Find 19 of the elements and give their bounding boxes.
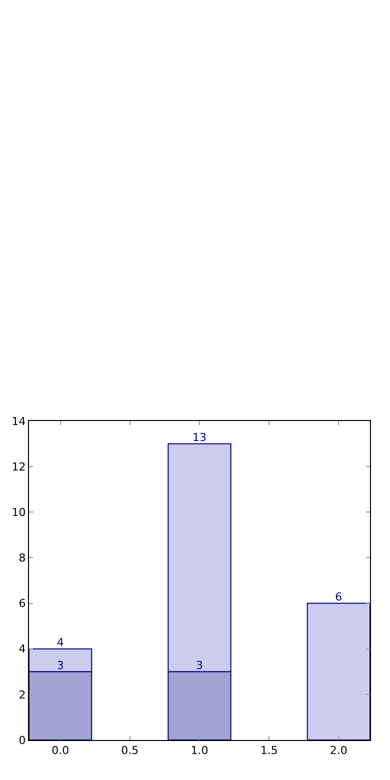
y-tick-label: 6 [18, 597, 26, 610]
y-tick-label: 8 [18, 552, 26, 565]
x-tick-label: 1.0 [190, 744, 208, 758]
total-label: 6 [335, 590, 342, 604]
data-label: 3 [196, 658, 203, 672]
bar [306, 602, 370, 740]
y-tick-label: 10 [12, 506, 26, 519]
y-tick-label: 4 [18, 642, 26, 656]
x-tick-label: 0.0 [52, 744, 70, 758]
total-label: 4 [56, 636, 64, 650]
y-tick-label: 2 [18, 688, 26, 702]
total-label: 13 [192, 431, 206, 444]
data-label: 3 [56, 658, 64, 672]
x-tick-label: 1.5 [260, 744, 278, 758]
x-tick-label: 2.0 [330, 744, 348, 758]
x-tick-label: 0.5 [121, 744, 139, 758]
y-tick-label: 0 [18, 734, 26, 747]
y-tick-label: 12 [12, 460, 26, 474]
y-tick-label: 14 [12, 414, 26, 428]
